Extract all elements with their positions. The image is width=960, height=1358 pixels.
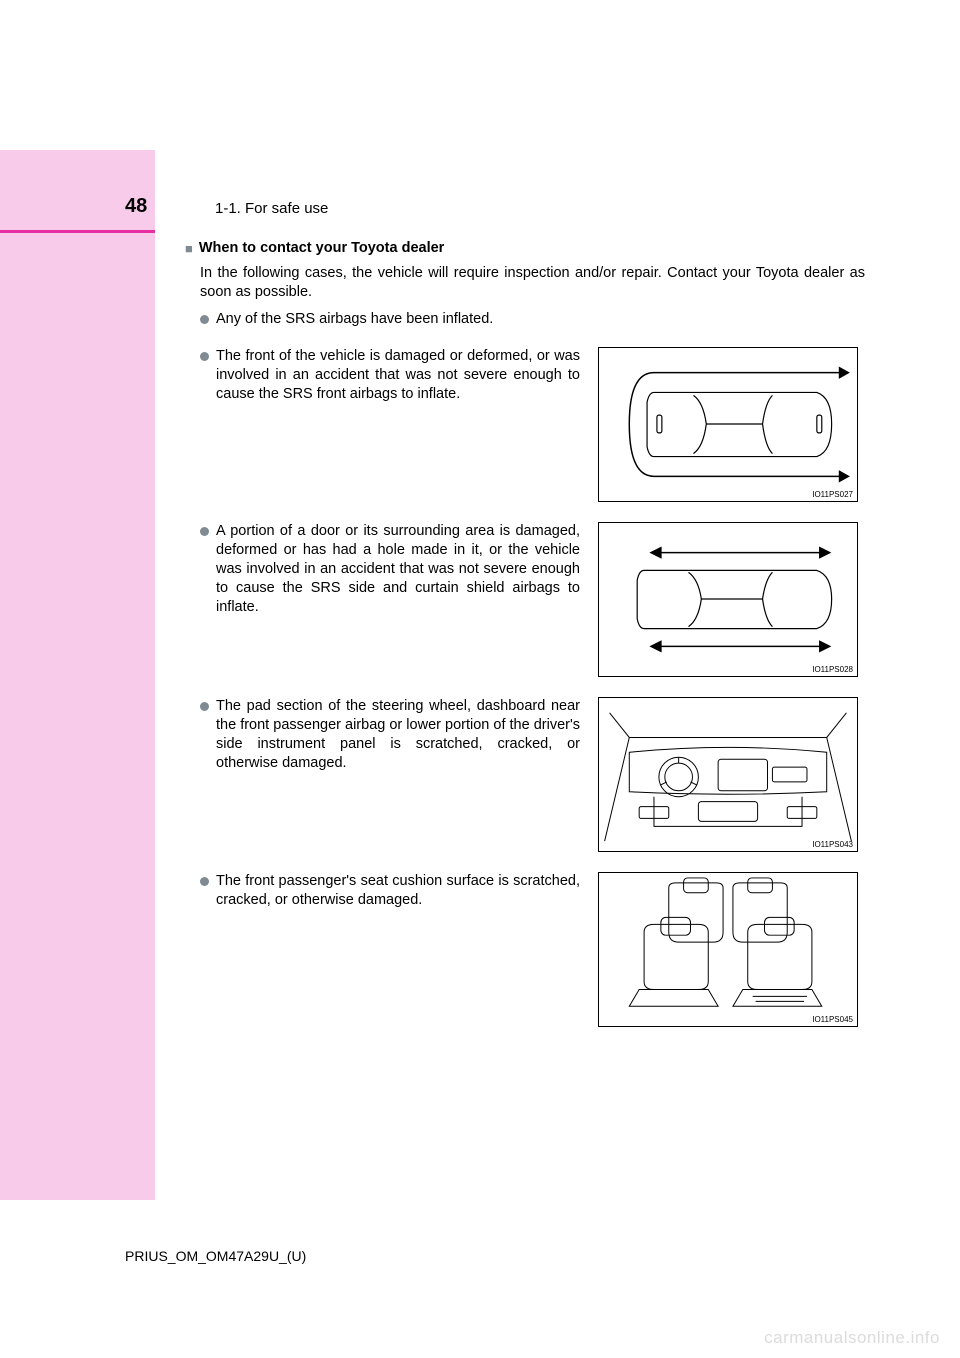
bullet-icon — [200, 702, 209, 711]
heading-text: When to contact your Toyota dealer — [199, 240, 444, 256]
item-row: The pad section of the steering wheel, d… — [200, 697, 865, 852]
dashboard-interior-icon — [599, 698, 857, 851]
bullet-icon — [200, 877, 209, 886]
item-text: The pad section of the steering wheel, d… — [216, 697, 580, 773]
page-number: 48 — [125, 195, 147, 218]
section-title: 1-1. For safe use — [215, 200, 328, 217]
item-text-column: The pad section of the steering wheel, d… — [200, 697, 580, 773]
item-row: A portion of a door or its surrounding a… — [200, 522, 865, 677]
diagram-vehicle-top-side: IO11PS028 — [598, 522, 858, 677]
seats-interior-icon — [599, 873, 857, 1026]
bullet-icon — [200, 527, 209, 536]
item-row: The front passenger's seat cushion surfa… — [200, 872, 865, 1027]
bullet-text: Any of the SRS airbags have been inflate… — [216, 310, 493, 329]
intro-paragraph: In the following cases, the vehicle will… — [200, 264, 865, 302]
diagram-label: IO11PS045 — [812, 1015, 853, 1024]
vehicle-top-view-icon — [599, 348, 857, 501]
diagram-seats: IO11PS045 — [598, 872, 858, 1027]
vehicle-top-view-icon — [599, 523, 857, 676]
item-text-column: The front of the vehicle is damaged or d… — [200, 347, 580, 404]
diagram-vehicle-top-front: IO11PS027 — [598, 347, 858, 502]
content-area: ■ When to contact your Toyota dealer In … — [165, 240, 865, 1047]
heading-row: ■ When to contact your Toyota dealer — [185, 240, 865, 258]
left-margin-highlight — [0, 150, 155, 1200]
square-bullet-icon: ■ — [185, 240, 193, 258]
bullet-icon — [200, 315, 209, 324]
footer-document-code: PRIUS_OM_OM47A29U_(U) — [125, 1248, 306, 1264]
bullet-icon — [200, 352, 209, 361]
item-row: The front of the vehicle is damaged or d… — [200, 347, 865, 502]
watermark: carmanualsonline.info — [764, 1328, 940, 1348]
item-text: A portion of a door or its surrounding a… — [216, 522, 580, 617]
item-text: The front of the vehicle is damaged or d… — [216, 347, 580, 404]
diagram-label: IO11PS028 — [812, 665, 853, 674]
item-text-column: The front passenger's seat cushion surfa… — [200, 872, 580, 910]
item-text-column: A portion of a door or its surrounding a… — [200, 522, 580, 617]
item-text: The front passenger's seat cushion surfa… — [216, 872, 580, 910]
diagram-label: IO11PS027 — [812, 490, 853, 499]
pink-divider-line — [0, 230, 155, 233]
bullet-item-simple: Any of the SRS airbags have been inflate… — [200, 310, 865, 329]
diagram-dashboard: IO11PS043 — [598, 697, 858, 852]
diagram-label: IO11PS043 — [812, 840, 853, 849]
